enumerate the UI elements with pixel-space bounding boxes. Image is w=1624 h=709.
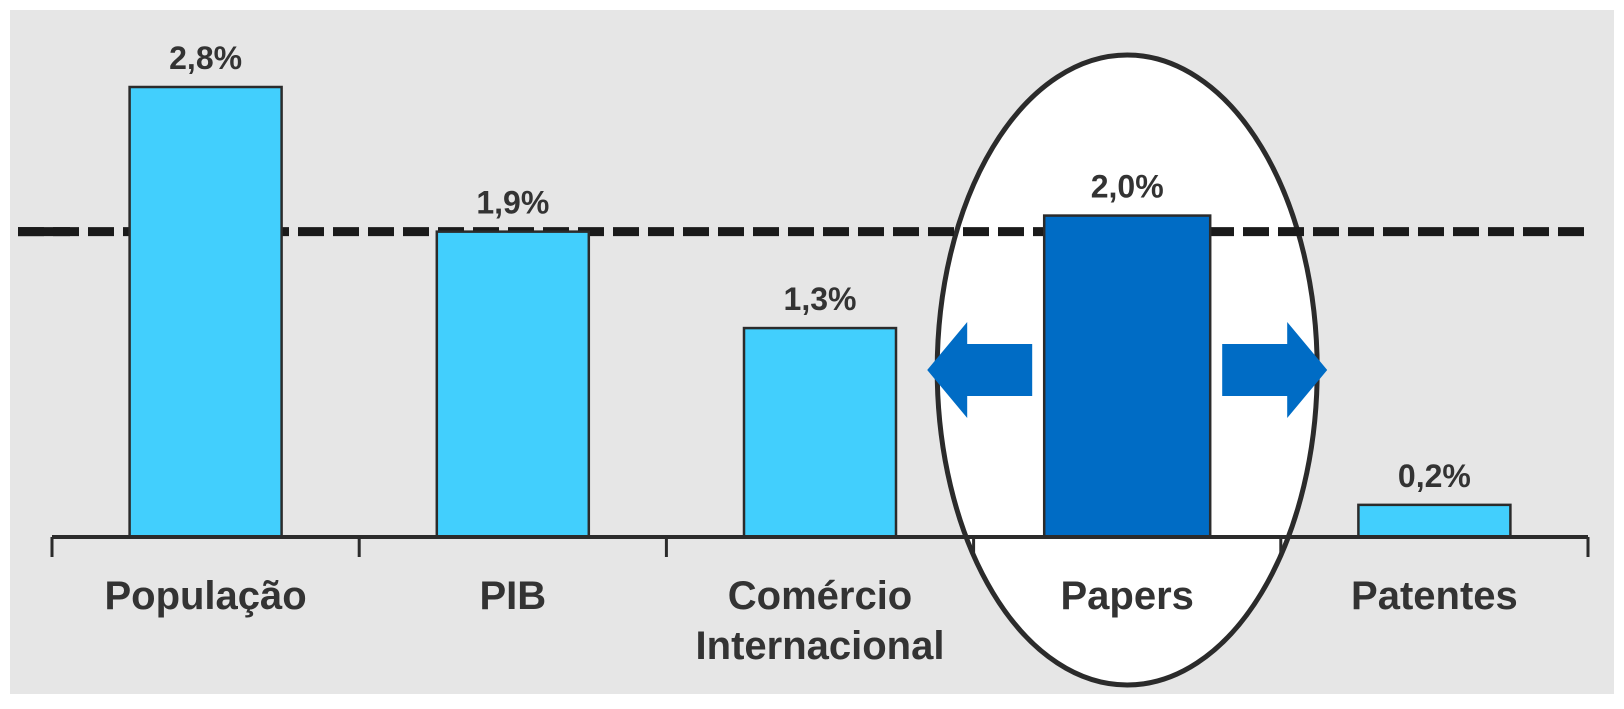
category-label-4: Patentes: [1351, 574, 1518, 618]
category-label-2: Comércio Internacional: [696, 574, 945, 668]
right-arrow-icon: [1222, 322, 1328, 418]
category-label-line: Patentes: [1351, 574, 1518, 618]
category-label-1: PIB: [479, 574, 546, 618]
value-label-1: 1,9%: [476, 185, 549, 221]
category-label-line: Papers: [1060, 574, 1193, 618]
value-label-2: 1,3%: [784, 281, 857, 317]
category-label-line: PIB: [479, 574, 546, 618]
category-label-0: População: [104, 574, 306, 618]
category-label-line: População: [104, 574, 306, 618]
value-label-3: 2,0%: [1091, 169, 1164, 205]
left-arrow-icon: [927, 322, 1033, 418]
category-label-3: Papers: [1060, 574, 1193, 618]
value-label-0: 2,8%: [169, 40, 242, 76]
value-label-4: 0,2%: [1398, 458, 1471, 494]
bar-4: [1357, 503, 1512, 539]
bar-2: [742, 326, 898, 539]
bar-0: [128, 85, 283, 539]
category-label-line: Internacional: [696, 624, 945, 668]
category-label-line: Comércio: [728, 574, 913, 618]
bar-3: [1042, 214, 1212, 539]
bar-1: [435, 230, 591, 539]
